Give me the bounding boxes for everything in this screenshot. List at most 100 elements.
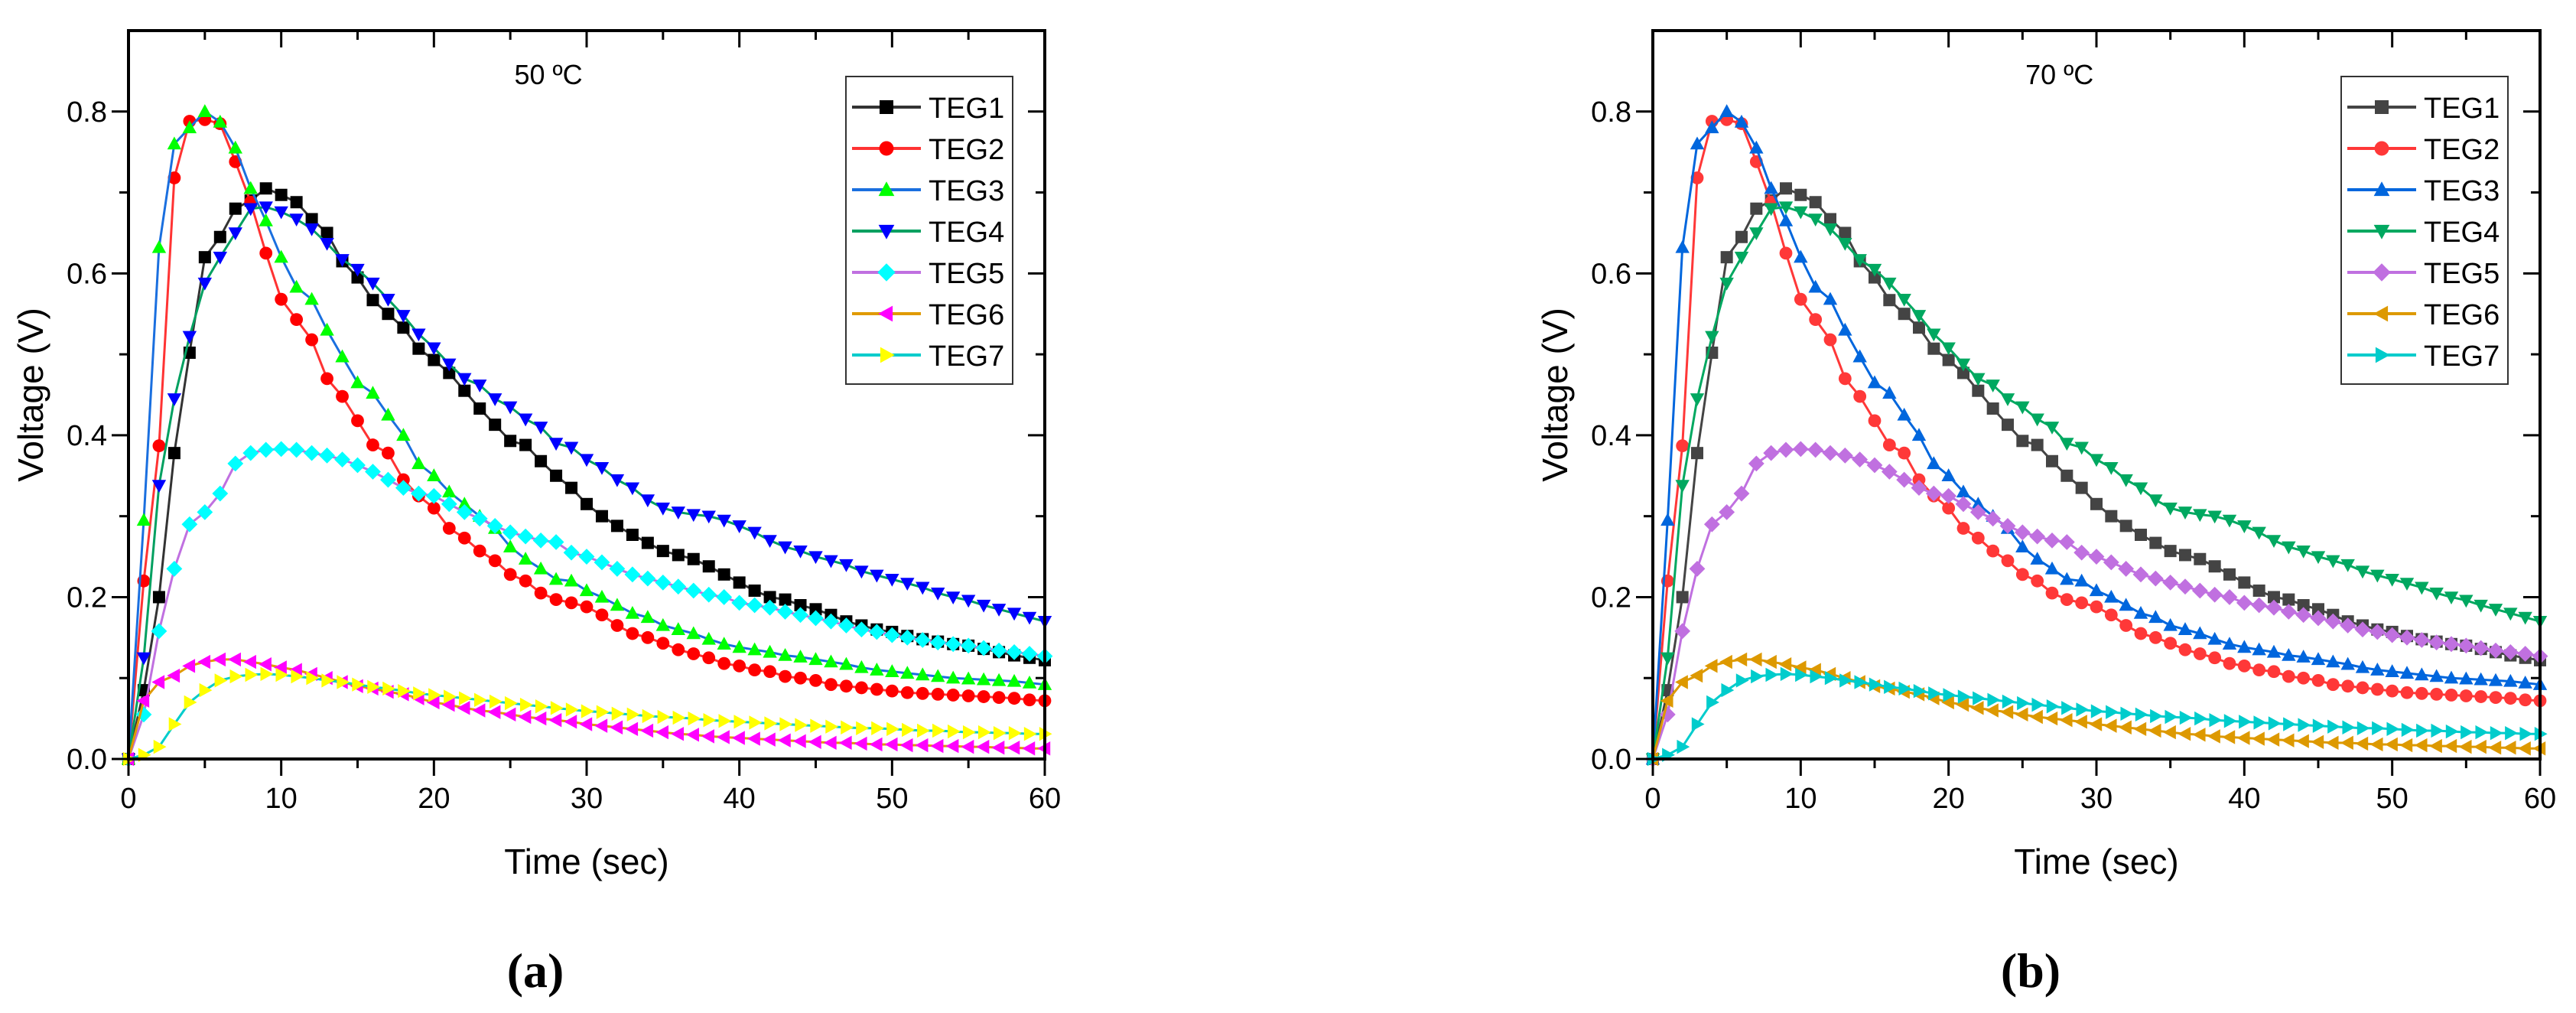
- data-point: [275, 667, 289, 682]
- legend-item-teg4: TEG4: [852, 217, 1004, 249]
- data-point: [473, 544, 486, 558]
- data-point: [854, 565, 869, 579]
- data-point: [2133, 721, 2147, 737]
- data-point: [490, 694, 503, 709]
- legend: TEG1 TEG2 TEG3 TEG4 TEG5 TEG6 TEG7: [2340, 76, 2509, 385]
- data-point: [795, 718, 808, 732]
- data-point: [334, 451, 350, 468]
- data-point: [902, 722, 915, 738]
- data-point: [1942, 501, 1956, 515]
- data-point: [2194, 711, 2207, 726]
- data-point: [1852, 349, 1867, 363]
- data-point: [2444, 591, 2459, 605]
- data-point: [2459, 689, 2473, 702]
- data-point: [2089, 454, 2104, 467]
- data-point: [428, 688, 441, 702]
- data-point: [610, 474, 625, 487]
- data-point: [456, 503, 473, 520]
- data-point: [395, 480, 411, 497]
- y-tick-label: 0.2: [1591, 581, 1631, 614]
- x-tick-label: 50: [2376, 783, 2408, 815]
- chart-a: 0 10 20 30 40 50 60 0.0 0.2 0.4 0.6 0.8 Time (sec) Vo…: [11, 29, 1061, 881]
- data-point: [1824, 671, 1838, 686]
- data-point: [808, 652, 823, 666]
- data-point: [1675, 239, 1690, 253]
- data-point: [2519, 693, 2532, 707]
- data-point: [641, 536, 654, 549]
- data-point: [2134, 627, 2148, 640]
- data-point: [197, 277, 213, 291]
- data-point: [1823, 333, 1837, 347]
- data-point: [228, 227, 242, 241]
- data-point: [686, 509, 701, 523]
- legend-label: TEG5: [929, 258, 1004, 290]
- data-point: [1792, 441, 1809, 458]
- data-point: [2369, 624, 2386, 640]
- data-point: [701, 510, 716, 524]
- data-point: [1896, 471, 1913, 488]
- data-point: [2340, 617, 2356, 634]
- data-point: [1986, 379, 2000, 392]
- data-point: [532, 533, 549, 549]
- data-point: [2132, 566, 2149, 583]
- data-point: [581, 704, 594, 718]
- data-point: [306, 671, 320, 686]
- data-point: [886, 721, 899, 737]
- data-point: [1971, 497, 1986, 510]
- data-point: [747, 526, 762, 540]
- data-point: [2044, 711, 2058, 726]
- series-teg2: [122, 112, 1052, 766]
- data-point: [2208, 651, 2222, 665]
- data-point: [702, 651, 716, 665]
- data-point: [2060, 593, 2073, 607]
- legend-marker: [878, 305, 893, 322]
- data-point: [976, 739, 990, 754]
- data-point: [1780, 182, 1792, 195]
- data-point: [2430, 687, 2444, 701]
- legend-item-teg6: TEG6: [852, 299, 1004, 331]
- data-point: [747, 731, 760, 746]
- legend-label: TEG7: [2424, 340, 2500, 373]
- data-point: [899, 738, 913, 753]
- data-point: [305, 213, 318, 226]
- data-point: [1898, 681, 1912, 696]
- data-point: [655, 502, 671, 516]
- x-tick-label: 40: [724, 783, 756, 815]
- data-point: [398, 683, 411, 699]
- data-point: [870, 663, 884, 676]
- data-point: [2163, 502, 2178, 516]
- data-point: [2253, 715, 2267, 730]
- data-point: [1839, 673, 1852, 688]
- data-point: [2474, 739, 2487, 754]
- y-tick-label: 0.6: [67, 258, 107, 290]
- data-point: [441, 496, 457, 513]
- data-point: [2369, 737, 2383, 752]
- data-point: [290, 196, 303, 209]
- data-point: [517, 528, 534, 545]
- data-point: [779, 669, 792, 683]
- data-point: [229, 202, 242, 215]
- data-point: [2414, 738, 2428, 753]
- data-point: [213, 652, 226, 667]
- data-point: [2163, 617, 2178, 631]
- data-point: [274, 249, 288, 263]
- temperature-annotation: 70 ºC: [2025, 59, 2093, 90]
- data-point: [2103, 718, 2117, 733]
- data-point: [855, 681, 868, 695]
- data-point: [2444, 738, 2457, 754]
- data-point: [411, 456, 426, 470]
- x-axis-title: Time (sec): [2014, 842, 2179, 881]
- data-point: [2399, 738, 2413, 753]
- data-point: [366, 386, 380, 399]
- data-point: [2503, 607, 2518, 621]
- data-point: [1023, 727, 1037, 741]
- data-point: [487, 705, 501, 719]
- data-point: [441, 697, 455, 712]
- data-point: [825, 719, 839, 734]
- data-point: [2459, 594, 2474, 608]
- legend-item-teg6: TEG6: [2347, 299, 2500, 331]
- data-point: [808, 735, 821, 749]
- data-point: [899, 629, 916, 646]
- data-point: [2490, 725, 2503, 741]
- data-point: [351, 414, 364, 428]
